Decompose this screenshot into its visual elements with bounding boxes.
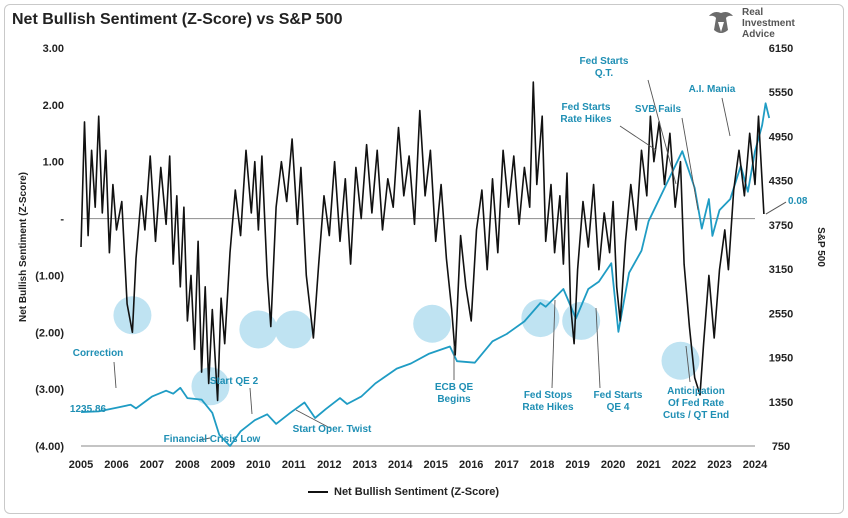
- annotation-label: Start Oper. Twist: [293, 424, 372, 435]
- annotations: 0.08 Correction 1235.86 Start QE 2 Financial…: [70, 56, 808, 445]
- annotation-leader: [647, 79, 677, 185]
- x-tick-label: 2011: [282, 459, 306, 471]
- x-tick-label: 2024: [743, 459, 768, 471]
- x-tick-label: 2020: [601, 459, 625, 471]
- y-left-tick-label: (3.00): [35, 384, 64, 396]
- annotation-label: Anticipation Of Fed Rate Cuts / QT End: [663, 386, 729, 421]
- annotation-label: Financial Crisis Low: [164, 434, 261, 445]
- annotation-leader: [199, 437, 211, 441]
- sentiment-line: [80, 81, 765, 402]
- annotation-leader: [551, 299, 556, 389]
- highlight-circle: [521, 299, 560, 338]
- y-left-tick-label: -: [60, 214, 64, 226]
- x-tick-label: 2005: [69, 459, 93, 471]
- real-investment-advice-logo: Real Investment Advice: [706, 6, 816, 42]
- annotation-label: SVB Fails: [635, 104, 682, 115]
- highlight-circle: [274, 310, 313, 349]
- annotation-leader: [619, 125, 657, 151]
- y-left-axis-title: Net Bullish Sentiment (Z-Score): [18, 172, 29, 322]
- annotation-leader: [595, 307, 601, 389]
- x-tick-label: 2018: [530, 459, 554, 471]
- annotation-leader: [721, 97, 731, 137]
- x-tick-label: 2016: [459, 459, 483, 471]
- y-right-tick-label: 3750: [769, 220, 793, 232]
- y-right-tick-label: 3150: [769, 264, 793, 276]
- chart-title: Net Bullish Sentiment (Z-Score) vs S&P 5…: [12, 11, 343, 28]
- x-tick-label: 2021: [636, 459, 660, 471]
- highlight-circle: [191, 367, 230, 406]
- y-left-tick-label: (1.00): [35, 270, 64, 282]
- y-right-axis-title: S&P 500: [815, 227, 826, 267]
- annotation-label: Correction: [73, 348, 124, 359]
- axes: 3.00 2.00 1.00 - (1.00) (2.00) (3.00) (4.00) 615…: [18, 43, 826, 471]
- y-right-tick-label: 6150: [769, 43, 793, 55]
- x-tick-label: 2009: [211, 459, 235, 471]
- y-left-tick-label: 3.00: [43, 43, 64, 55]
- x-tick-label: 2023: [707, 459, 731, 471]
- x-tick-label: 2012: [317, 459, 341, 471]
- x-tick-label: 2019: [565, 459, 589, 471]
- x-tick-label: 2022: [672, 459, 696, 471]
- annotation-leader: [685, 345, 691, 383]
- x-tick-label: 2008: [175, 459, 199, 471]
- y-left-tick-label: (4.00): [35, 441, 64, 453]
- y-left-tick-label: 2.00: [43, 100, 64, 112]
- bull-icon: [709, 12, 733, 33]
- y-right-tick-label: 1950: [769, 353, 793, 365]
- annotation-label: A.I. Mania: [689, 84, 736, 95]
- y-right-tick-label: 4950: [769, 131, 793, 143]
- series-layer: [80, 81, 771, 447]
- x-tick-label: 2007: [140, 459, 164, 471]
- annotation-label: Fed Stops Rate Hikes: [522, 390, 574, 413]
- legend: Net Bullish Sentiment (Z-Score): [308, 486, 499, 498]
- annotation-label: Fed Starts Q.T.: [580, 56, 629, 79]
- y-right-tick-label: 1350: [769, 397, 793, 409]
- x-tick-label: 2013: [353, 459, 377, 471]
- x-tick-label: 2015: [423, 459, 447, 471]
- y-right-tick-label: 5550: [769, 87, 793, 99]
- legend-swatch: [308, 491, 328, 494]
- annotation-leader: [295, 409, 331, 429]
- y-left-tick-label: 1.00: [43, 157, 64, 169]
- sp500-line: [80, 102, 771, 447]
- x-tick-label: 2010: [246, 459, 270, 471]
- annotation-leader: [249, 387, 253, 415]
- brand-name: Real Investment Advice: [742, 7, 795, 40]
- annotation-label: Start QE 2: [210, 376, 259, 387]
- annotation-label: ECB QE Begins: [435, 382, 474, 405]
- y-right-tick-label: 4350: [769, 176, 793, 188]
- highlight-circle: [239, 310, 278, 349]
- y-right-tick-label: 750: [772, 441, 790, 453]
- highlight-circles: [113, 296, 700, 406]
- chart-frame: [4, 4, 844, 514]
- highlight-circle: [661, 341, 700, 380]
- annotation-leader: [681, 117, 699, 211]
- annotation-leader: [113, 361, 117, 389]
- y-right-tick-label: 2550: [769, 308, 793, 320]
- annotation-label: Fed Starts QE 4: [594, 390, 643, 413]
- end-label-leader: [765, 201, 787, 215]
- y-left-tick-label: (2.00): [35, 327, 64, 339]
- highlight-circle: [413, 304, 452, 343]
- end-value-label: 0.08: [788, 196, 808, 207]
- x-tick-label: 2014: [388, 459, 413, 471]
- annotation-label: 1235.86: [70, 404, 107, 415]
- annotation-label: Fed Starts Rate Hikes: [560, 102, 612, 125]
- legend-label: Net Bullish Sentiment (Z-Score): [334, 486, 500, 498]
- x-tick-label: 2017: [494, 459, 518, 471]
- x-tick-label: 2006: [104, 459, 128, 471]
